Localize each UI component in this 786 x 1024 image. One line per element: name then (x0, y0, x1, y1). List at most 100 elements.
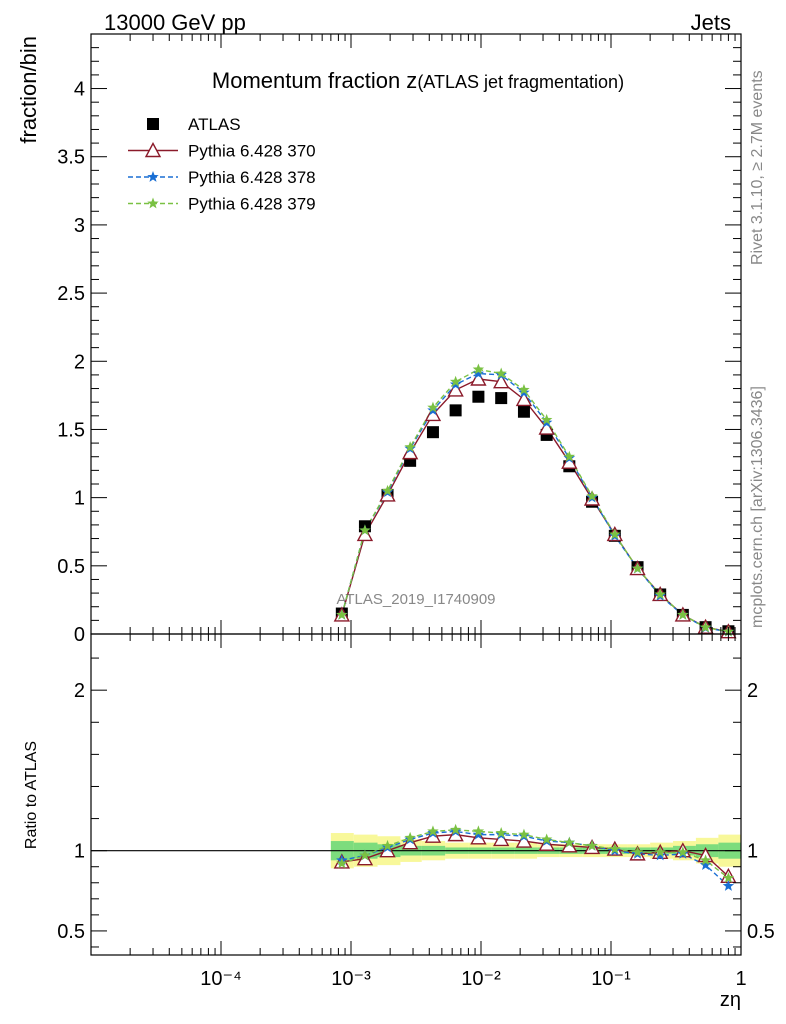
header-right: Jets (691, 10, 731, 35)
y-tick-label: 3.5 (57, 147, 85, 169)
legend-item: Pythia 6.428 379 (128, 195, 316, 214)
data-point (470, 370, 487, 386)
data-point (699, 621, 712, 633)
legend: ATLAS Pythia 6.428 370 Pythia 6.428 378 Pyt… (128, 115, 316, 214)
data-point (586, 839, 598, 851)
data-point (472, 390, 485, 403)
watermark: ATLAS_2019_I1740909 (336, 591, 495, 608)
data-point (677, 608, 689, 620)
data-point (472, 828, 485, 840)
data-point (722, 879, 735, 891)
data-point (359, 849, 371, 861)
x-tick-label: 1 (735, 968, 746, 990)
legend-item: Pythia 6.428 378 (128, 168, 316, 187)
data-point (449, 375, 462, 387)
legend-marker (144, 142, 162, 158)
legend-label: Pythia 6.428 378 (188, 168, 316, 187)
y-tick-label: 1.5 (57, 419, 85, 441)
data-point (359, 524, 371, 536)
data-point (699, 859, 712, 870)
y-tick-label: 3 (74, 215, 85, 237)
chart-title: Momentum fraction z(ATLAS jet fragmentat… (212, 68, 624, 93)
data-point (404, 831, 416, 843)
data-point (538, 419, 555, 435)
data-point (609, 528, 621, 540)
data-point (654, 846, 666, 858)
legend-label: ATLAS (188, 115, 241, 134)
data-point (515, 832, 533, 848)
data-point (472, 825, 485, 837)
top-ylabel: fraction/bin (16, 36, 41, 144)
data-point (401, 444, 419, 460)
y-tick-label: 1 (74, 488, 85, 510)
data-point (401, 834, 419, 850)
data-point (449, 404, 462, 417)
data-point (493, 830, 510, 847)
x-tick-label: 10⁻¹ (591, 968, 631, 990)
chart-title-sub: (ATLAS jet fragmentation) (417, 72, 624, 92)
data-point (426, 426, 439, 439)
y-tick-label: 0.5 (57, 921, 85, 943)
data-point (518, 828, 530, 840)
data-point (427, 401, 439, 413)
y-tick-label: 2.5 (57, 283, 85, 305)
data-point (495, 367, 507, 379)
data-point (472, 367, 485, 379)
ratio-panel-series (91, 823, 741, 891)
rivet-label: Rivet 3.1.10, ≥ 2.7M events (749, 70, 766, 265)
y-tick-label: 2 (74, 351, 85, 373)
data-point (447, 381, 464, 397)
y-tick-label-right: 1 (747, 841, 758, 863)
data-point (424, 827, 442, 843)
ratio-ylabel: Ratio to ATLAS (23, 741, 40, 849)
y-tick-label: 4 (74, 79, 85, 101)
legend-marker (147, 118, 159, 130)
data-point (540, 413, 553, 425)
data-point (381, 839, 394, 851)
y-tick-label-right: 2 (747, 680, 758, 702)
top-panel-series (333, 363, 737, 639)
x-tick-label: 10⁻⁴ (200, 968, 241, 990)
data-point (631, 846, 644, 858)
data-point (495, 392, 508, 405)
data-point (561, 837, 578, 853)
data-point (470, 829, 487, 845)
data-point (379, 842, 396, 858)
data-point (424, 405, 442, 422)
x-tick-label: 10⁻² (461, 968, 501, 990)
ratio-panel-axes: 0.5 0.5 1 1 2 2 10⁻⁴ 10⁻³ 10⁻² 10⁻¹ 1 (57, 633, 775, 990)
y-tick-label: 0 (74, 624, 85, 646)
legend-marker (147, 171, 159, 182)
data-point (518, 383, 530, 395)
chart-title-main: Momentum fraction z (212, 68, 417, 93)
data-point (563, 836, 576, 848)
legend-label: Pythia 6.428 379 (188, 195, 316, 214)
data-point (699, 854, 712, 866)
data-point (336, 608, 348, 620)
top-panel-axes: 0 0.5 1 1.5 2 2.5 3 3.5 4 (57, 33, 742, 646)
legend-marker (147, 197, 159, 209)
ratio-xlabel: zη (720, 989, 741, 1011)
data-point (540, 833, 553, 845)
data-point (427, 825, 439, 837)
legend-item: ATLAS (147, 115, 241, 134)
data-point (356, 850, 374, 866)
data-point (356, 525, 374, 542)
data-point (654, 849, 666, 861)
data-point (493, 373, 510, 389)
mcplots-label: mcplots.cern.ch [arXiv:1306.3436] (749, 386, 766, 628)
data-point (515, 390, 533, 407)
data-point (447, 826, 464, 842)
y-tick-label: 0.5 (57, 556, 85, 578)
data-point (654, 588, 666, 600)
x-tick-label: 10⁻³ (331, 968, 371, 990)
y-tick-label-right: 0.5 (747, 921, 775, 943)
data-point (563, 450, 576, 462)
y-tick-label: 2 (74, 680, 85, 702)
data-point (336, 857, 348, 869)
data-point (677, 846, 689, 858)
data-point (472, 363, 485, 375)
data-point (495, 827, 507, 838)
legend-item: Pythia 6.428 370 (128, 142, 316, 161)
